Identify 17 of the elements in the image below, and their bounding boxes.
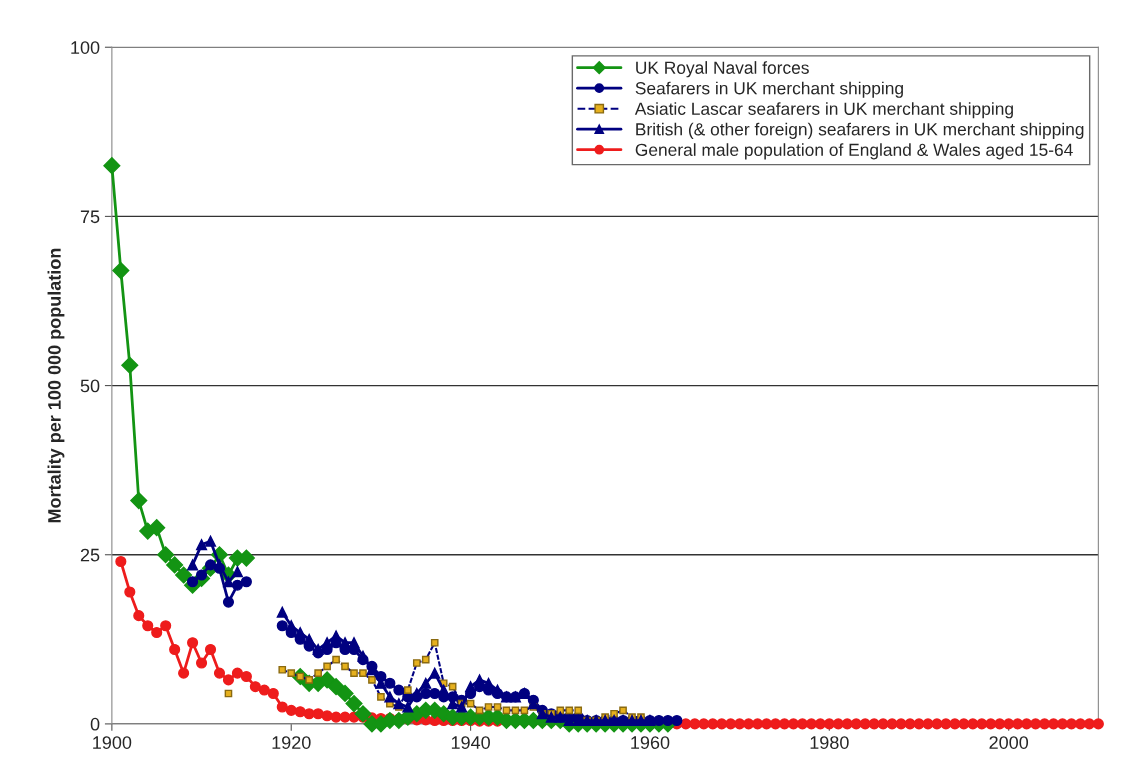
y-tick-label: 0: [90, 717, 100, 731]
x-tick-label: 1900: [93, 736, 132, 749]
legend-label: UK Royal Naval forces: [636, 61, 809, 78]
y-tick-label: 25: [80, 548, 100, 562]
y-tick-label: 75: [80, 210, 100, 224]
x-tick-label: 1940: [451, 736, 490, 749]
y-tick-label: 100: [71, 41, 100, 54]
legend-label: Seafarers in UK merchant shipping: [635, 81, 903, 98]
x-tick-label: 1960: [631, 736, 670, 749]
x-tick-label: 1980: [810, 736, 849, 749]
y-axis-title: Mortality per 100 000 population: [47, 248, 65, 523]
legend-label: General male population of England & Wales aged 15-64: [635, 143, 1073, 160]
x-tick-label: 2000: [989, 736, 1029, 749]
legend-label: Asiatic Lascar seafarers in UK merchant shipping: [634, 102, 1013, 119]
y-tick-label: 50: [80, 379, 100, 393]
x-tick-label: 1920: [272, 736, 311, 749]
legend-label: British (& other foreign) seafarers in UK merchant shipping: [636, 122, 1084, 139]
